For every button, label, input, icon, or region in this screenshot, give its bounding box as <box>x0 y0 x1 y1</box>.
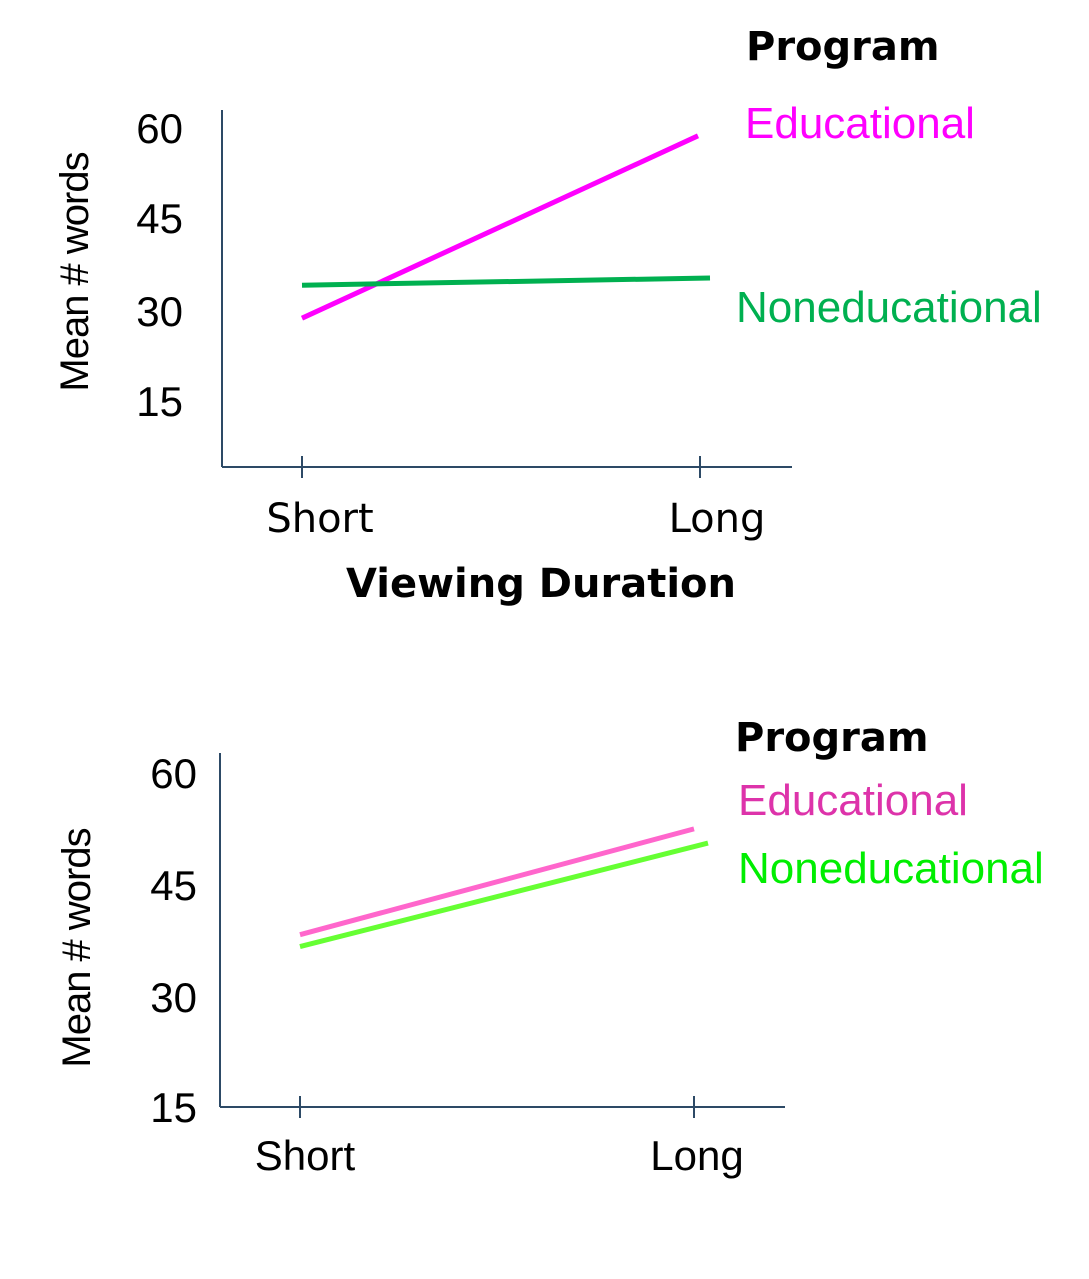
x-axis-label: Viewing Duration <box>346 561 736 607</box>
series-line-educational <box>299 826 695 938</box>
series-label-noneducational: Noneducational <box>738 844 1044 893</box>
series-line-noneducational <box>301 275 711 288</box>
x-tick-label: Long <box>669 496 766 542</box>
y-axis-label: Mean # words <box>53 152 97 391</box>
y-tick-label: 30 <box>136 288 183 335</box>
y-tick-label: 15 <box>150 1084 197 1131</box>
y-tick-label: 45 <box>150 862 197 909</box>
y-tick-label: 30 <box>150 974 197 1021</box>
series-line-educational <box>300 133 700 321</box>
y-tick-label: 15 <box>136 378 183 425</box>
y-tick-label: 60 <box>150 750 197 797</box>
y-axis-label: Mean # words <box>55 828 99 1067</box>
x-tick-label: Short <box>255 1132 356 1179</box>
legend-title: Program <box>735 715 929 761</box>
legend-title: Program <box>746 24 940 70</box>
chart-bottom: 60 45 30 15 Mean # words Short Long Prog… <box>55 715 1044 1179</box>
x-tick-label: Long <box>650 1132 743 1179</box>
series-line-noneducational <box>299 840 709 950</box>
chart-top: 60 45 30 15 Mean # words Short Long View… <box>53 24 1042 607</box>
y-tick-label: 60 <box>136 105 183 152</box>
y-tick-label: 45 <box>136 195 183 242</box>
series-label-educational: Educational <box>738 776 968 825</box>
series-label-educational: Educational <box>745 99 975 148</box>
x-tick-label: Short <box>266 496 373 542</box>
series-label-noneducational: Noneducational <box>736 283 1042 332</box>
